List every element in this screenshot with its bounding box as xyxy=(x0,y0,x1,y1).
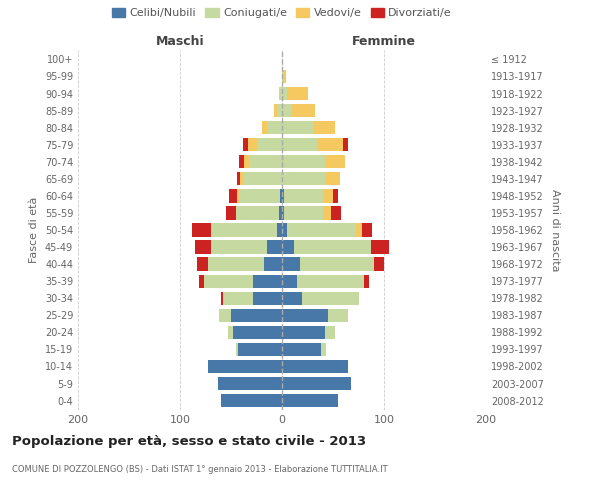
Bar xyxy=(362,224,372,236)
Bar xyxy=(282,138,318,151)
Bar xyxy=(211,224,277,236)
Bar xyxy=(282,206,284,220)
Bar xyxy=(197,258,208,271)
Bar xyxy=(236,343,238,356)
Bar xyxy=(243,138,248,151)
Bar xyxy=(208,258,263,271)
Bar xyxy=(277,224,282,236)
Bar xyxy=(282,308,328,322)
Y-axis label: Fasce di età: Fasce di età xyxy=(29,197,39,263)
Bar xyxy=(333,189,338,202)
Bar xyxy=(371,240,389,254)
Bar xyxy=(226,206,236,220)
Bar xyxy=(323,206,331,220)
Bar xyxy=(257,138,282,151)
Bar xyxy=(321,343,326,356)
Bar xyxy=(199,274,205,288)
Bar xyxy=(236,206,279,220)
Bar xyxy=(253,274,282,288)
Bar xyxy=(282,70,284,83)
Bar xyxy=(313,121,335,134)
Bar xyxy=(282,274,298,288)
Bar xyxy=(282,121,313,134)
Bar xyxy=(248,138,257,151)
Text: Femmine: Femmine xyxy=(352,36,416,49)
Text: Maschi: Maschi xyxy=(155,36,205,49)
Bar xyxy=(238,343,282,356)
Text: Popolazione per età, sesso e stato civile - 2013: Popolazione per età, sesso e stato civil… xyxy=(12,435,366,448)
Bar xyxy=(282,394,338,407)
Bar xyxy=(282,360,349,373)
Bar xyxy=(282,292,302,305)
Bar xyxy=(292,104,314,117)
Bar xyxy=(282,343,321,356)
Bar xyxy=(239,189,280,202)
Bar xyxy=(287,87,308,100)
Bar xyxy=(211,240,267,254)
Bar xyxy=(284,206,323,220)
Bar xyxy=(192,224,211,236)
Bar xyxy=(282,87,287,100)
Bar xyxy=(282,104,292,117)
Bar xyxy=(218,377,282,390)
Bar xyxy=(282,155,325,168)
Bar xyxy=(244,155,250,168)
Bar xyxy=(364,274,369,288)
Bar xyxy=(250,155,282,168)
Bar xyxy=(239,155,244,168)
Bar xyxy=(318,138,343,151)
Bar xyxy=(302,292,359,305)
Bar xyxy=(343,138,349,151)
Bar xyxy=(237,172,240,186)
Bar xyxy=(277,104,282,117)
Bar xyxy=(323,189,333,202)
Bar xyxy=(356,224,362,236)
Bar xyxy=(208,360,282,373)
Bar xyxy=(294,240,371,254)
Bar xyxy=(282,172,325,186)
Bar xyxy=(280,189,282,202)
Bar xyxy=(267,240,282,254)
Bar xyxy=(284,189,323,202)
Bar xyxy=(282,258,301,271)
Bar xyxy=(301,258,374,271)
Bar xyxy=(282,189,284,202)
Bar xyxy=(284,70,286,83)
Bar xyxy=(279,206,282,220)
Bar xyxy=(237,189,239,202)
Bar xyxy=(374,258,384,271)
Bar xyxy=(233,326,282,339)
Bar xyxy=(219,308,231,322)
Bar xyxy=(298,274,364,288)
Bar xyxy=(262,121,267,134)
Bar xyxy=(223,292,253,305)
Bar xyxy=(263,258,282,271)
Bar xyxy=(231,308,282,322)
Bar xyxy=(240,172,243,186)
Bar xyxy=(287,224,356,236)
Bar xyxy=(221,394,282,407)
Bar xyxy=(282,326,325,339)
Bar xyxy=(331,206,341,220)
Bar xyxy=(267,121,282,134)
Bar xyxy=(279,87,282,100)
Bar xyxy=(328,308,349,322)
Bar xyxy=(282,377,352,390)
Bar xyxy=(325,326,335,339)
Bar xyxy=(243,172,282,186)
Legend: Celibi/Nubili, Coniugati/e, Vedovi/e, Divorziati/e: Celibi/Nubili, Coniugati/e, Vedovi/e, Di… xyxy=(110,6,454,20)
Bar xyxy=(325,172,340,186)
Bar xyxy=(274,104,277,117)
Bar xyxy=(325,155,345,168)
Bar xyxy=(196,240,211,254)
Bar xyxy=(253,292,282,305)
Bar xyxy=(229,189,237,202)
Bar xyxy=(282,224,287,236)
Bar xyxy=(221,292,223,305)
Bar xyxy=(205,274,253,288)
Y-axis label: Anni di nascita: Anni di nascita xyxy=(550,188,560,271)
Text: COMUNE DI POZZOLENGO (BS) - Dati ISTAT 1° gennaio 2013 - Elaborazione TUTTITALIA: COMUNE DI POZZOLENGO (BS) - Dati ISTAT 1… xyxy=(12,465,388,474)
Bar xyxy=(228,326,233,339)
Bar xyxy=(282,240,294,254)
